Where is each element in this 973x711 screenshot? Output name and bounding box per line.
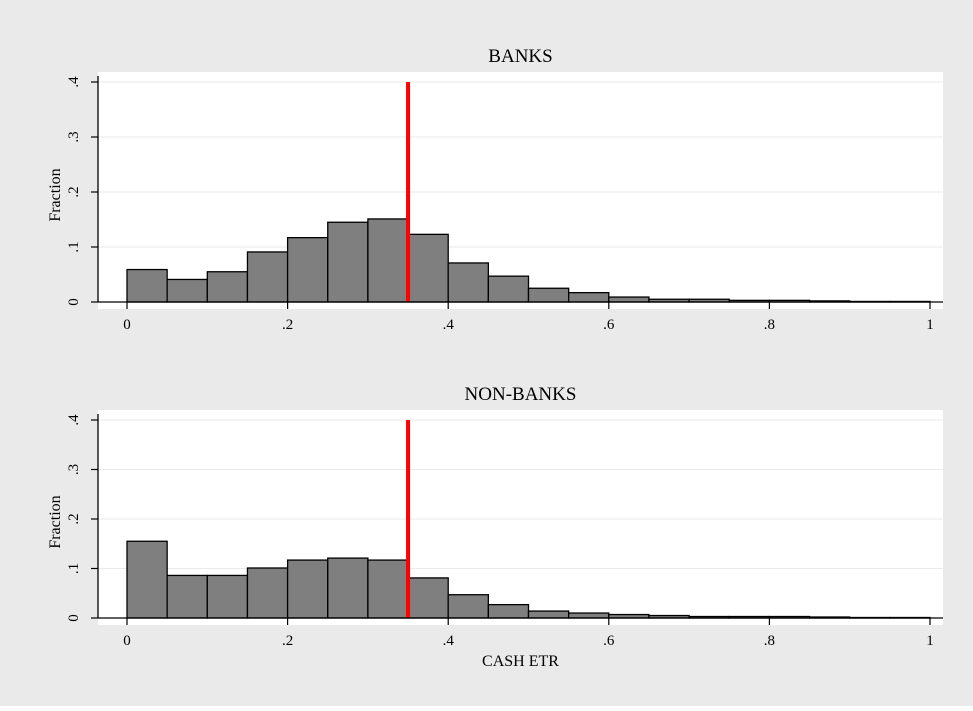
y-tick-label-2: .2 bbox=[66, 513, 82, 524]
histogram-bar-11 bbox=[568, 612, 610, 619]
histogram-bar-11 bbox=[568, 291, 610, 303]
histogram-bar-8 bbox=[447, 594, 490, 619]
histogram-bar-7 bbox=[407, 233, 449, 303]
histogram-bar-1 bbox=[166, 278, 208, 303]
axes bbox=[97, 76, 943, 303]
x-tick-label-2: .4 bbox=[443, 633, 455, 649]
y-tick-label-1: .1 bbox=[66, 241, 82, 252]
x-axis-ticks: 0 .2 .4 .6 .8 1 bbox=[123, 618, 934, 649]
x-tick-label-1: .2 bbox=[282, 633, 293, 649]
histogram-bar-2 bbox=[206, 271, 249, 303]
y-tick-label-4: .4 bbox=[66, 414, 82, 426]
histogram-bar-12 bbox=[608, 296, 650, 303]
y-tick-label-0: 0 bbox=[66, 614, 82, 622]
panel-banks: 0 .2 .4 .6 .8 1 0 .1 .2 .3 .4 BANKS Fraction bbox=[47, 46, 943, 333]
histogram-bar-0 bbox=[126, 540, 168, 619]
x-axis-ticks: 0 .2 .4 .6 .8 1 bbox=[123, 302, 934, 333]
histogram-bar-10 bbox=[527, 287, 570, 303]
histogram-bar-4 bbox=[286, 559, 329, 619]
gridlines bbox=[98, 419, 943, 569]
axes bbox=[97, 414, 943, 619]
y-tick-label-1: .1 bbox=[66, 563, 82, 574]
histogram-bar-5 bbox=[327, 221, 369, 303]
x-tick-label-4: .8 bbox=[764, 633, 775, 649]
x-tick-label-2: .4 bbox=[443, 317, 455, 333]
x-tick-label-5: 1 bbox=[926, 633, 934, 649]
y-tick-label-4: .4 bbox=[66, 76, 82, 88]
histogram-bar-3 bbox=[246, 251, 289, 303]
histogram-bar-7 bbox=[407, 577, 449, 619]
y-tick-label-2: .2 bbox=[66, 186, 82, 197]
histogram-bar-4 bbox=[286, 236, 329, 303]
histogram-bar-9 bbox=[487, 275, 530, 303]
x-tick-label-3: .6 bbox=[603, 633, 615, 649]
y-axis-label: Fraction bbox=[47, 495, 64, 548]
y-axis-ticks: 0 .1 .2 .3 .4 bbox=[66, 76, 98, 306]
histogram-bar-0 bbox=[126, 268, 168, 303]
histogram-bar-10 bbox=[527, 610, 570, 619]
y-tick-label-3: .3 bbox=[66, 131, 82, 142]
plot-area bbox=[98, 72, 943, 309]
y-axis-label: Fraction bbox=[47, 168, 64, 221]
panel-title: BANKS bbox=[488, 46, 552, 67]
x-tick-label-5: 1 bbox=[926, 317, 934, 333]
y-tick-label-3: .3 bbox=[66, 464, 82, 475]
panel-non-banks: 0.2.4.6.8 1 0.1.2.3.4 NON-BANKS Fraction … bbox=[47, 384, 943, 670]
histogram-bar-1 bbox=[166, 574, 208, 619]
histogram-bar-8 bbox=[447, 262, 490, 303]
histogram-bar-9 bbox=[487, 603, 530, 619]
x-tick-label-4: .8 bbox=[764, 317, 775, 333]
panel-title: NON-BANKS bbox=[465, 384, 577, 405]
y-axis-ticks: 0 .1 .2 .3 .4 bbox=[66, 414, 98, 622]
x-axis-label: CASH ETR bbox=[482, 653, 559, 670]
x-tick-label-3: .6 bbox=[603, 317, 615, 333]
histogram-bar-2 bbox=[206, 574, 249, 619]
x-tick-label-0: 0 bbox=[123, 317, 131, 333]
histogram-bar-5 bbox=[327, 557, 369, 619]
x-tick-label-0: 0 bbox=[123, 633, 131, 649]
histogram-bar-6 bbox=[367, 218, 409, 303]
y-tick-label-0: 0 bbox=[66, 298, 82, 306]
gridlines bbox=[98, 81, 943, 248]
x-tick-label-1: .2 bbox=[282, 317, 293, 333]
histogram-bars bbox=[126, 218, 931, 303]
histogram-bar-6 bbox=[367, 559, 409, 619]
histogram-bar-3 bbox=[246, 567, 289, 619]
